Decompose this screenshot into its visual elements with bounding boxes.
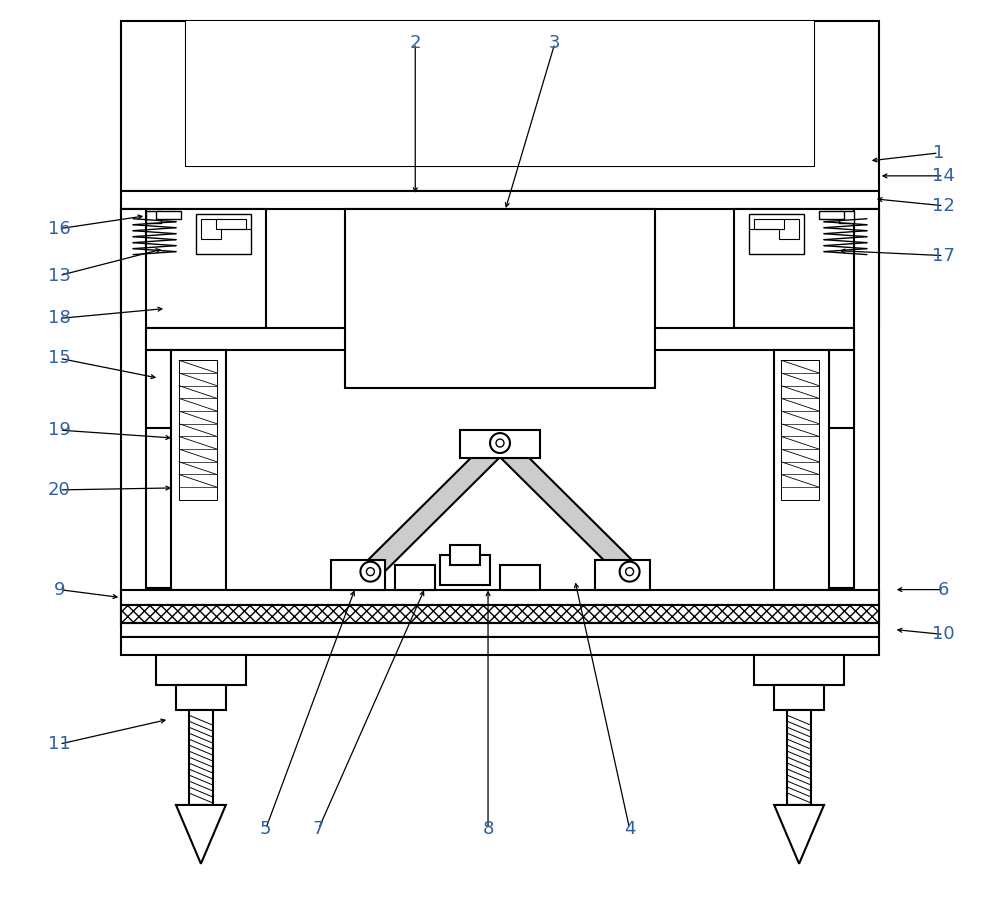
Text: 16: 16 — [48, 219, 71, 238]
Text: 19: 19 — [48, 421, 71, 439]
Text: 14: 14 — [932, 167, 955, 185]
Bar — [201, 218, 221, 239]
Bar — [345, 208, 655, 388]
Circle shape — [366, 567, 374, 576]
Bar — [787, 711, 811, 805]
Bar — [774, 351, 829, 589]
Bar — [395, 565, 435, 589]
Bar — [196, 214, 251, 253]
Bar — [121, 208, 266, 329]
Text: 1: 1 — [933, 144, 944, 162]
Polygon shape — [774, 805, 824, 864]
Bar — [854, 208, 879, 628]
Bar — [774, 686, 824, 711]
Text: 6: 6 — [938, 580, 949, 599]
Bar — [189, 711, 213, 805]
Bar — [829, 351, 854, 428]
Text: 2: 2 — [410, 34, 421, 52]
Polygon shape — [493, 436, 637, 578]
Bar — [179, 360, 217, 500]
Bar — [655, 329, 854, 351]
Bar — [121, 21, 879, 191]
Bar — [779, 218, 799, 239]
Text: 11: 11 — [48, 735, 71, 753]
Bar — [121, 622, 879, 637]
Text: 4: 4 — [624, 820, 635, 838]
Bar — [121, 605, 879, 622]
Bar — [121, 191, 879, 208]
Bar — [156, 655, 246, 686]
Bar — [121, 589, 879, 605]
Polygon shape — [176, 805, 226, 864]
Bar — [450, 544, 480, 565]
Bar — [460, 431, 540, 458]
Text: 12: 12 — [932, 196, 955, 215]
Bar — [440, 554, 490, 585]
Text: 3: 3 — [549, 34, 561, 52]
Text: 18: 18 — [48, 309, 71, 328]
Bar — [216, 218, 246, 229]
Bar — [121, 208, 146, 628]
Polygon shape — [363, 436, 507, 578]
Text: 10: 10 — [932, 625, 955, 644]
Bar — [754, 655, 844, 686]
Text: 8: 8 — [482, 820, 494, 838]
Bar — [595, 560, 650, 589]
Bar — [121, 637, 879, 655]
Bar — [146, 329, 345, 351]
Circle shape — [496, 439, 504, 447]
Bar — [331, 560, 385, 589]
Text: 9: 9 — [54, 580, 65, 599]
Bar — [839, 211, 854, 223]
Text: 5: 5 — [260, 820, 271, 838]
Bar — [819, 211, 844, 218]
Text: 17: 17 — [932, 247, 955, 264]
Bar — [176, 686, 226, 711]
Bar — [186, 21, 814, 166]
Bar — [121, 605, 879, 622]
Bar — [156, 211, 181, 218]
Bar — [500, 565, 540, 589]
Text: 7: 7 — [313, 820, 324, 838]
Bar — [171, 351, 226, 589]
Bar — [146, 351, 171, 428]
Bar — [749, 214, 804, 253]
Bar — [781, 360, 819, 500]
Text: 20: 20 — [48, 481, 71, 498]
Circle shape — [626, 567, 634, 576]
Bar — [754, 218, 784, 229]
Bar — [734, 208, 879, 329]
Circle shape — [360, 562, 380, 582]
Text: 15: 15 — [48, 350, 71, 367]
Circle shape — [620, 562, 640, 582]
Bar — [829, 588, 854, 599]
Circle shape — [490, 433, 510, 453]
Bar — [146, 588, 171, 599]
Bar — [146, 211, 161, 223]
Text: 13: 13 — [48, 266, 71, 285]
